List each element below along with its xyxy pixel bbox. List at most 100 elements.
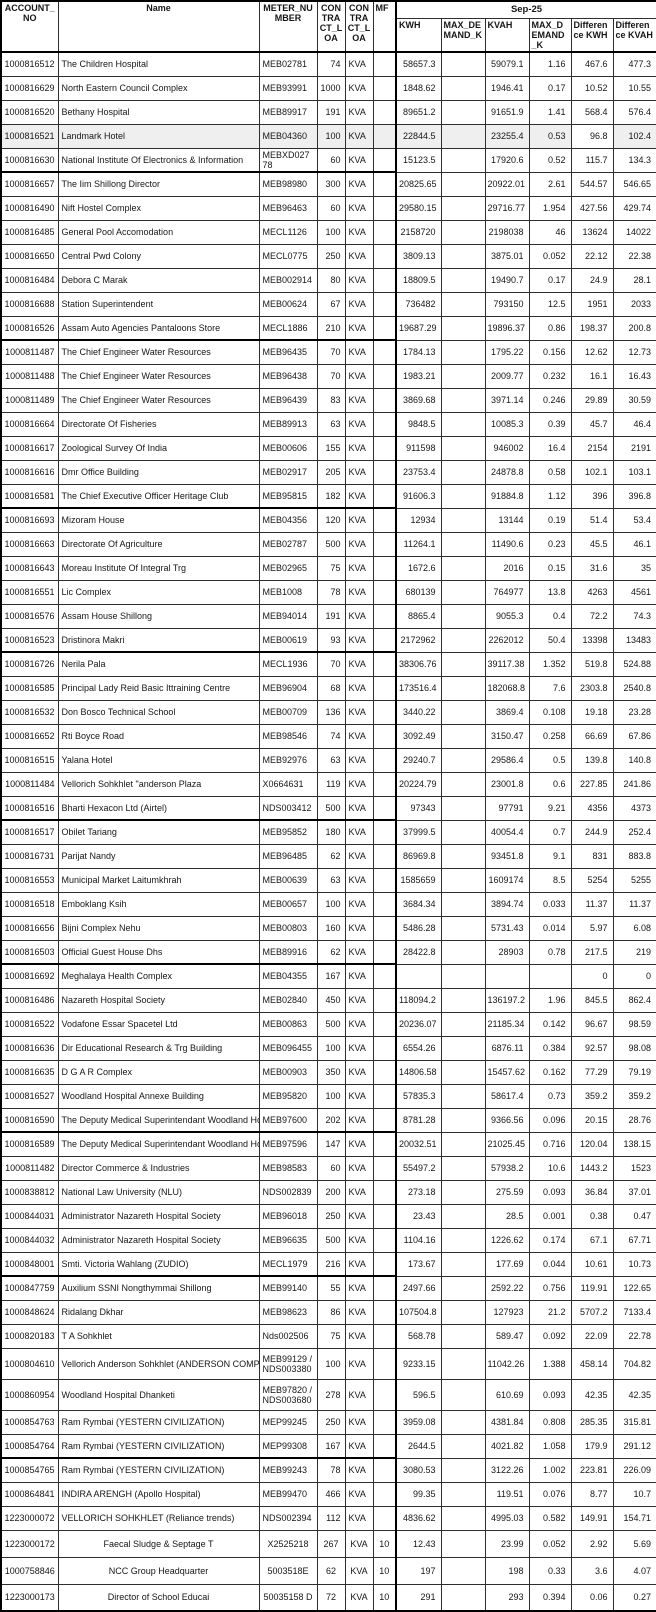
- cell-meter_number[interactable]: MEB04356: [258, 507, 318, 533]
- cell-contract_load2[interactable]: KVA: [344, 1179, 374, 1205]
- cell-name[interactable]: Ram Rymbai (YESTERN CIVILIZATION): [57, 1457, 260, 1483]
- cell-name[interactable]: Emboklang Ksih: [57, 891, 260, 917]
- cell-mf[interactable]: [372, 507, 397, 533]
- cell-mf[interactable]: [372, 1131, 397, 1157]
- cell-account_no[interactable]: 1000816520: [0, 99, 59, 125]
- cell-max_demand_k2[interactable]: 2.61: [528, 171, 572, 197]
- cell-contract_load2[interactable]: KVA: [344, 1457, 374, 1483]
- cell-contract_load2[interactable]: KVA: [344, 579, 374, 605]
- cell-account_no[interactable]: 1000816643: [0, 555, 59, 581]
- cell-account_no[interactable]: 1000864841: [0, 1481, 59, 1507]
- cell-name[interactable]: Bethany Hospital: [57, 99, 260, 125]
- cell-max_demand_k2[interactable]: 1.16: [528, 51, 572, 77]
- cell-max_demand_k[interactable]: [440, 1107, 486, 1133]
- cell-difference_kvah[interactable]: 28.76: [612, 1107, 656, 1133]
- cell-max_demand_k2[interactable]: 0.044: [528, 1251, 572, 1277]
- cell-mf[interactable]: [372, 795, 397, 822]
- cell-difference_kvah[interactable]: 16.43: [612, 363, 656, 389]
- cell-contract_load[interactable]: 1000: [316, 75, 346, 101]
- col-header-difference-kwh[interactable]: Difference KWH: [570, 18, 614, 54]
- cell-name[interactable]: Vodafone Essar Spacetel Ltd: [57, 1011, 260, 1037]
- cell-kvah[interactable]: 589.47: [484, 1323, 530, 1349]
- cell-account_no[interactable]: 1000758846: [0, 1556, 59, 1585]
- cell-name[interactable]: Yalana Hotel: [57, 747, 260, 773]
- cell-name[interactable]: D G A R Complex: [57, 1059, 260, 1085]
- cell-name[interactable]: Ridalang Dkhar: [57, 1299, 260, 1325]
- cell-mf[interactable]: [372, 1433, 397, 1460]
- cell-difference_kvah[interactable]: 140.8: [612, 747, 656, 773]
- cell-max_demand_k2[interactable]: 0.582: [528, 1505, 572, 1531]
- cell-mf[interactable]: [372, 459, 397, 485]
- cell-account_no[interactable]: 1000816688: [0, 291, 59, 317]
- cell-kwh[interactable]: 12934: [395, 507, 442, 533]
- cell-max_demand_k2[interactable]: 0.33: [528, 1556, 572, 1585]
- cell-difference_kwh[interactable]: 120.04: [570, 1131, 614, 1157]
- cell-account_no[interactable]: 1000816590: [0, 1107, 59, 1134]
- cell-name[interactable]: The Chief Engineer Water Resources: [57, 387, 260, 413]
- cell-kvah[interactable]: 3875.01: [484, 243, 530, 269]
- cell-name[interactable]: Principal Lady Reid Basic Ittraining Cen…: [57, 675, 260, 701]
- cell-max_demand_k2[interactable]: [528, 963, 572, 989]
- cell-kwh[interactable]: 19687.29: [395, 315, 442, 341]
- cell-name[interactable]: INDIRA ARENGH (Apollo Hospital): [57, 1481, 260, 1507]
- cell-account_no[interactable]: 1000854763: [0, 1409, 59, 1435]
- cell-name[interactable]: Ram Rymbai (YESTERN CIVILIZATION): [57, 1409, 260, 1435]
- cell-account_no[interactable]: 1000848624: [0, 1299, 59, 1325]
- cell-account_no[interactable]: 1000816629: [0, 75, 59, 101]
- cell-name[interactable]: Nift Hostel Complex: [57, 195, 260, 221]
- cell-kwh[interactable]: 3684.34: [395, 891, 442, 917]
- cell-mf[interactable]: [372, 291, 397, 317]
- cell-kvah[interactable]: 127923: [484, 1299, 530, 1325]
- cell-contract_load2[interactable]: KVA: [344, 1251, 374, 1278]
- cell-contract_load2[interactable]: KVA: [344, 1481, 374, 1507]
- cell-contract_load2[interactable]: KVA: [344, 339, 374, 365]
- cell-difference_kwh[interactable]: 1951: [570, 291, 614, 317]
- cell-contract_load[interactable]: 119: [316, 771, 346, 797]
- cell-meter_number[interactable]: MEB00606: [258, 435, 318, 461]
- cell-max_demand_k[interactable]: [440, 75, 486, 101]
- cell-difference_kwh[interactable]: 544.57: [570, 171, 614, 197]
- cell-account_no[interactable]: 1223000072: [0, 1505, 59, 1531]
- cell-max_demand_k2[interactable]: 0.258: [528, 723, 572, 749]
- cell-difference_kvah[interactable]: 28.1: [612, 267, 656, 293]
- cell-max_demand_k2[interactable]: 8.5: [528, 867, 572, 893]
- cell-max_demand_k[interactable]: [440, 1481, 486, 1507]
- cell-contract_load2[interactable]: KVA: [344, 219, 374, 245]
- cell-difference_kwh[interactable]: 458.14: [570, 1347, 614, 1380]
- cell-kvah[interactable]: 3971.14: [484, 387, 530, 413]
- cell-account_no[interactable]: 1000816490: [0, 195, 59, 221]
- cell-name[interactable]: The Chief Executive Officer Heritage Clu…: [57, 483, 260, 510]
- cell-kwh[interactable]: 1983.21: [395, 363, 442, 389]
- cell-mf[interactable]: [372, 915, 397, 941]
- cell-max_demand_k[interactable]: [440, 195, 486, 221]
- cell-meter_number[interactable]: MECL1936: [258, 651, 318, 677]
- cell-mf[interactable]: [372, 411, 397, 437]
- cell-max_demand_k2[interactable]: 0.78: [528, 939, 572, 965]
- cell-meter_number[interactable]: MEB96635: [258, 1227, 318, 1253]
- cell-mf[interactable]: [372, 1299, 397, 1325]
- cell-max_demand_k2[interactable]: 1.352: [528, 651, 572, 677]
- cell-mf[interactable]: [372, 1481, 397, 1507]
- cell-kvah[interactable]: 20922.01: [484, 171, 530, 197]
- cell-max_demand_k2[interactable]: 0.384: [528, 1035, 572, 1061]
- cell-difference_kwh[interactable]: 22.12: [570, 243, 614, 269]
- cell-contract_load[interactable]: 100: [316, 219, 346, 245]
- cell-max_demand_k[interactable]: [440, 1251, 486, 1277]
- cell-account_no[interactable]: 1000848001: [0, 1251, 59, 1278]
- cell-mf[interactable]: [372, 1378, 397, 1411]
- cell-difference_kwh[interactable]: 359.2: [570, 1083, 614, 1109]
- cell-difference_kvah[interactable]: 5255: [612, 867, 656, 893]
- cell-max_demand_k[interactable]: [440, 459, 486, 485]
- cell-account_no[interactable]: 1000816517: [0, 819, 59, 845]
- cell-difference_kwh[interactable]: 10.52: [570, 75, 614, 101]
- cell-difference_kwh[interactable]: 5.97: [570, 915, 614, 941]
- cell-max_demand_k[interactable]: [440, 819, 486, 845]
- cell-meter_number[interactable]: MEB02917: [258, 459, 318, 485]
- cell-difference_kwh[interactable]: 0: [570, 963, 614, 989]
- cell-max_demand_k2[interactable]: 0.093: [528, 1179, 572, 1205]
- cell-kvah[interactable]: 293: [484, 1583, 530, 1612]
- cell-kvah[interactable]: 275.59: [484, 1179, 530, 1205]
- cell-kvah[interactable]: 23001.8: [484, 771, 530, 797]
- cell-max_demand_k2[interactable]: 0.39: [528, 411, 572, 437]
- cell-account_no[interactable]: 1000816693: [0, 507, 59, 533]
